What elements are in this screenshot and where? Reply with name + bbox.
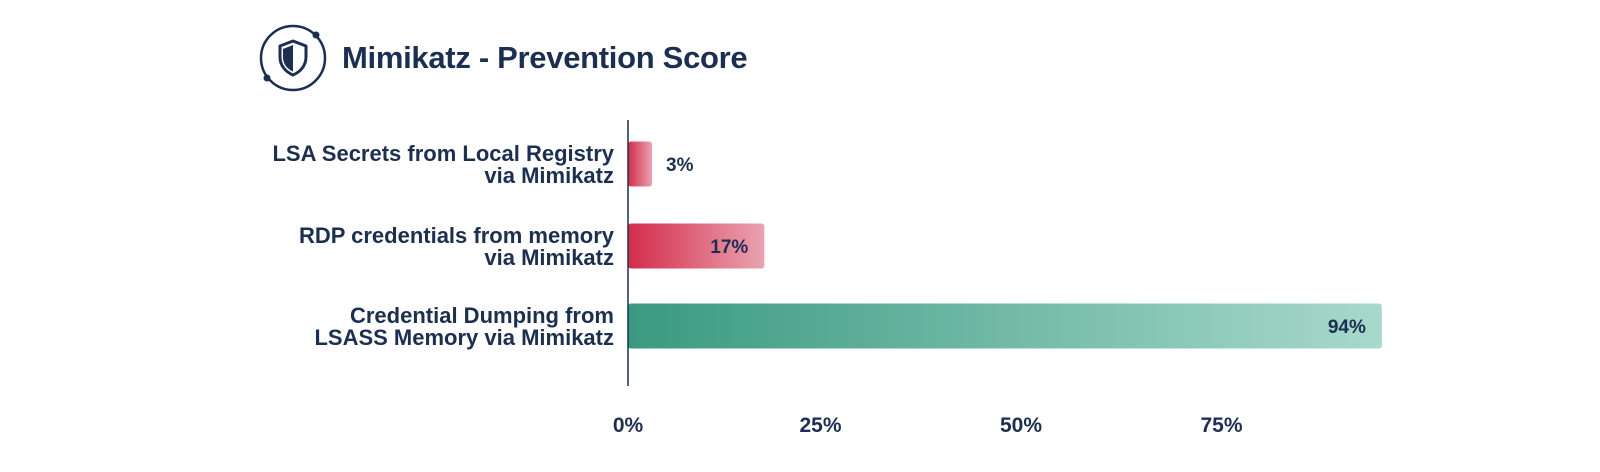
value-label: 17% bbox=[710, 237, 748, 258]
x-tick-label: 0% bbox=[613, 414, 644, 437]
category-label: RDP credentials from memory via Mimikatz bbox=[299, 223, 615, 270]
shield-icon bbox=[259, 24, 327, 92]
bar bbox=[628, 223, 765, 269]
x-tick-label: 50% bbox=[1000, 414, 1042, 437]
category-label: LSA Secrets from Local Registry via Mimik… bbox=[272, 141, 614, 188]
value-label: 94% bbox=[1328, 317, 1366, 338]
bar bbox=[628, 303, 1382, 349]
chart-title: Mimikatz - Prevention Score bbox=[342, 40, 748, 75]
x-tick-label: 75% bbox=[1200, 414, 1242, 437]
bar bbox=[628, 141, 653, 187]
x-tick-label: 25% bbox=[799, 414, 841, 437]
bar-group: RDP credentials from memory via Mimikatz 1… bbox=[299, 223, 765, 270]
bar-group: Credential Dumping from LSASS Memory via … bbox=[314, 303, 1382, 350]
bar-group: LSA Secrets from Local Registry via Mimik… bbox=[272, 141, 693, 188]
value-label: 3% bbox=[666, 155, 694, 176]
chart-header: Mimikatz - Prevention Score bbox=[258, 22, 748, 94]
category-label: Credential Dumping from LSASS Memory via … bbox=[314, 303, 614, 350]
